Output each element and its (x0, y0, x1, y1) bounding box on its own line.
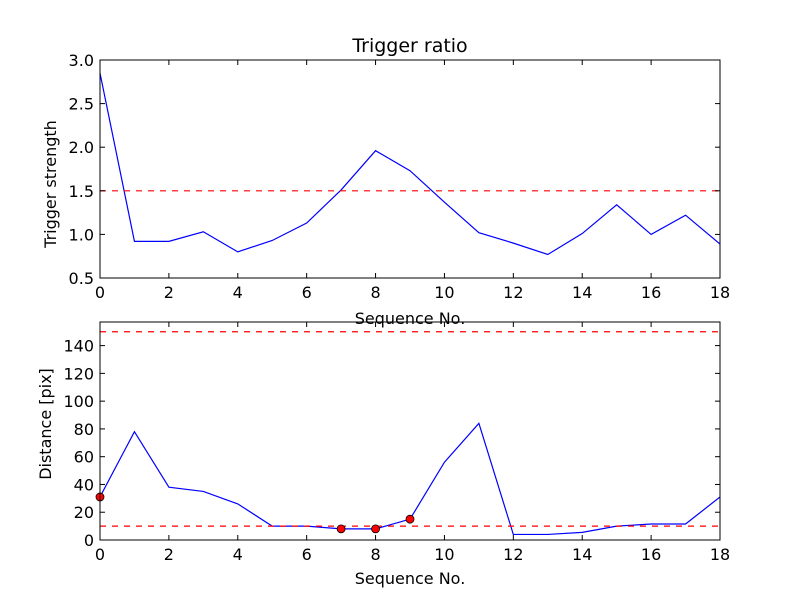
series-line-1 (100, 72, 720, 256)
plot-area: 0 2 4 6 8 10 12 14 16 18 0 20 40 60 80 100 120 140 (63, 321, 730, 564)
trigger-ratio-subplot: Trigger ratio Sequence No. Trigger stren… (41, 35, 730, 328)
y-tick-label: 1.0 (69, 225, 94, 244)
distance-subplot: Sequence No. Distance [pix] 0 2 4 6 8 10 12 14 1… (36, 321, 730, 588)
y-tick-label: 20 (74, 503, 94, 522)
x-tick-label: 12 (503, 283, 523, 302)
x-axis-label: Sequence No. (355, 309, 466, 328)
x-tick-label: 14 (572, 283, 592, 302)
axes-frame (99, 59, 721, 279)
y-tick-label: 2.5 (69, 95, 94, 114)
y-tick-label: 100 (63, 392, 94, 411)
x-tick-label: 10 (434, 545, 454, 564)
x-tick-label: 18 (710, 283, 730, 302)
x-tick-label: 2 (164, 283, 174, 302)
y-axis-label: Distance [pix] (36, 368, 55, 480)
y-tick-label: 0 (84, 531, 94, 550)
x-tick-label: 18 (710, 545, 730, 564)
y-tick-label: 2.0 (69, 138, 94, 157)
x-tick-label: 4 (233, 283, 243, 302)
chart-title: Trigger ratio (351, 35, 467, 57)
y-tick-label: 40 (74, 475, 94, 494)
data-point-marker (405, 514, 415, 524)
x-tick-label: 2 (164, 545, 174, 564)
y-tick-label: 80 (74, 420, 94, 439)
x-tick-label: 12 (503, 545, 523, 564)
x-tick-label: 16 (641, 283, 661, 302)
y-tick-label: 60 (74, 448, 94, 467)
y-tick-label: 120 (63, 364, 94, 383)
x-axis-label: Sequence No. (355, 569, 466, 588)
y-tick-label: 3.0 (69, 51, 94, 70)
plot-area: 0 2 4 6 8 10 12 14 16 18 0.5 1.0 1.5 2.0 2.5 3.0 (69, 51, 731, 302)
x-tick-label: 8 (370, 283, 380, 302)
x-tick-label: 6 (302, 283, 312, 302)
x-tick-label: 6 (302, 545, 312, 564)
x-tick-label: 8 (370, 545, 380, 564)
y-tick-label: 1.5 (69, 182, 94, 201)
y-tick-label: 0.5 (69, 269, 94, 288)
x-tick-label: 16 (641, 545, 661, 564)
x-tick-label: 4 (233, 545, 243, 564)
axes-frame (99, 321, 721, 541)
x-tick-label: 10 (434, 283, 454, 302)
y-tick-label: 140 (63, 337, 94, 356)
x-tick-label: 0 (95, 283, 105, 302)
x-tick-label: 0 (95, 545, 105, 564)
x-tick-label: 14 (572, 545, 592, 564)
data-point-marker (371, 524, 380, 534)
y-axis-label: Trigger strength (41, 120, 60, 249)
data-point-marker (336, 524, 346, 534)
